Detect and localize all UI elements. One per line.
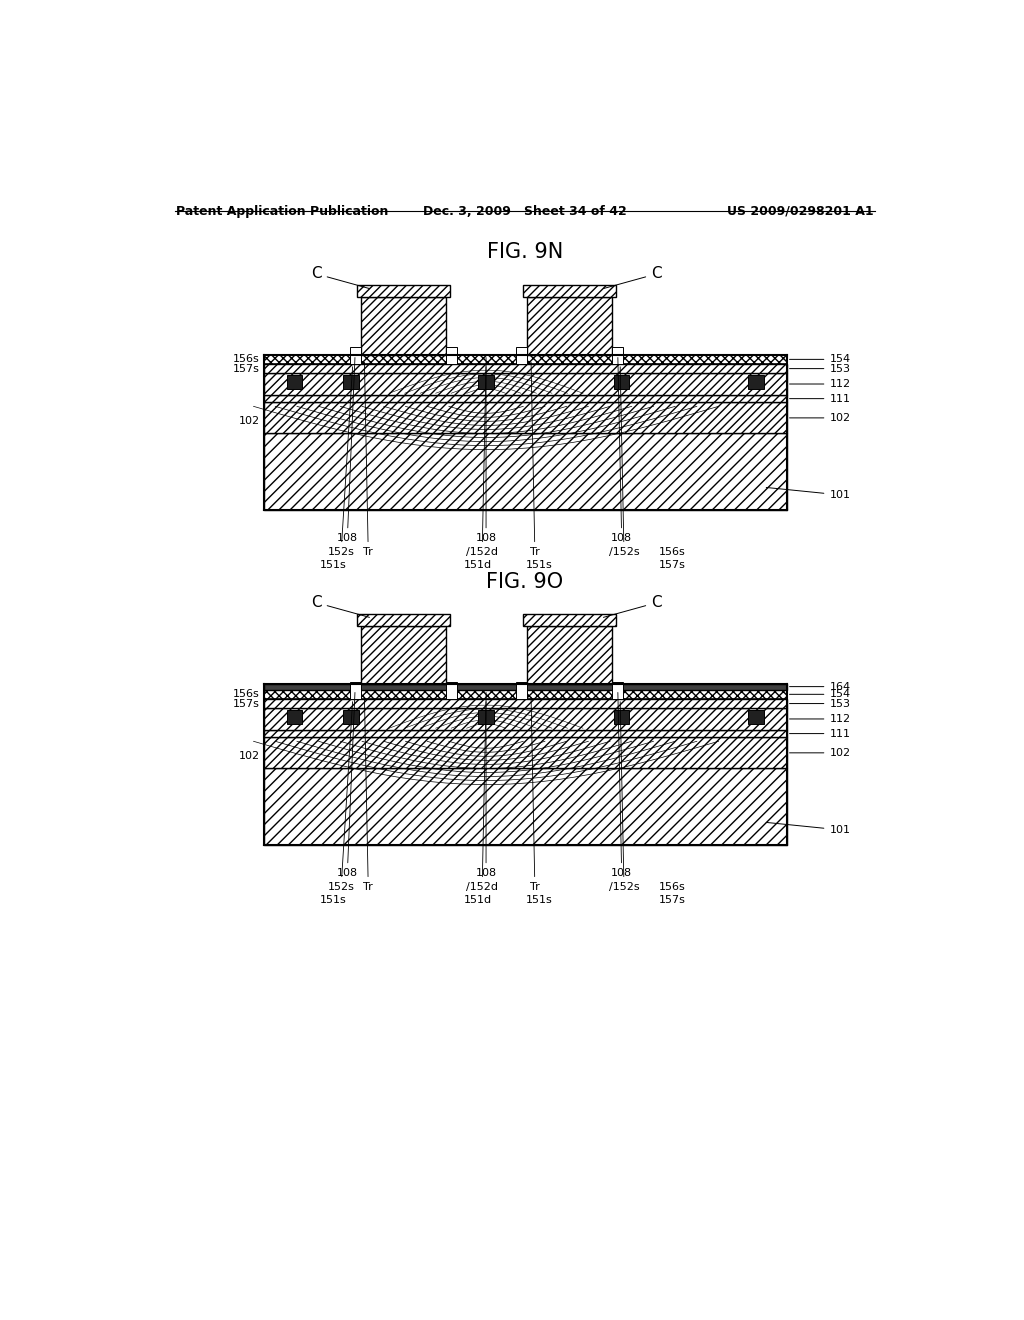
Bar <box>748 710 764 723</box>
Bar <box>263 684 786 689</box>
Bar <box>287 375 302 388</box>
Text: /152d: /152d <box>466 702 498 892</box>
Text: 156s: 156s <box>233 689 260 700</box>
Text: Tr: Tr <box>364 362 373 557</box>
Text: 152s: 152s <box>328 702 354 892</box>
Bar <box>527 297 612 355</box>
Text: 102: 102 <box>239 416 260 426</box>
Text: 153: 153 <box>790 363 850 374</box>
Bar <box>612 682 624 700</box>
Bar <box>516 682 527 700</box>
Bar <box>263 700 786 708</box>
Text: 108: 108 <box>611 693 632 878</box>
Text: 151s: 151s <box>525 560 552 569</box>
Text: 108: 108 <box>337 358 357 544</box>
Text: Dec. 3, 2009   Sheet 34 of 42: Dec. 3, 2009 Sheet 34 of 42 <box>423 205 627 218</box>
Bar <box>263 395 786 403</box>
Text: FIG. 9N: FIG. 9N <box>486 242 563 261</box>
Bar <box>360 297 445 355</box>
Text: Tr: Tr <box>364 697 373 892</box>
Bar <box>478 375 494 388</box>
Text: 102: 102 <box>239 751 260 760</box>
Text: 153: 153 <box>790 698 850 709</box>
Bar <box>343 710 359 723</box>
Text: 157s: 157s <box>232 363 260 374</box>
Text: US 2009/0298201 A1: US 2009/0298201 A1 <box>727 205 873 218</box>
Text: Patent Application Publication: Patent Application Publication <box>176 205 388 218</box>
Text: /152s: /152s <box>608 702 639 892</box>
Bar <box>614 710 630 723</box>
Bar <box>349 347 360 364</box>
Bar <box>614 375 630 388</box>
Text: 164: 164 <box>790 681 851 692</box>
Text: 108: 108 <box>611 358 632 544</box>
Text: 112: 112 <box>790 379 851 389</box>
Text: 151d: 151d <box>464 560 493 569</box>
Bar <box>516 347 527 364</box>
Bar <box>445 682 457 700</box>
Text: 151d: 151d <box>464 895 493 904</box>
Text: Tr: Tr <box>530 362 540 557</box>
Bar <box>523 614 616 626</box>
Bar <box>263 768 786 845</box>
Text: 157s: 157s <box>658 895 686 904</box>
Text: FIG. 9O: FIG. 9O <box>486 572 563 591</box>
Text: 108: 108 <box>337 693 357 878</box>
Text: Tr: Tr <box>530 697 540 892</box>
Text: 156s: 156s <box>658 548 686 557</box>
Text: 111: 111 <box>790 729 850 739</box>
Bar <box>263 689 786 700</box>
Bar <box>263 403 786 433</box>
Bar <box>523 285 616 297</box>
Bar <box>263 708 786 730</box>
Text: 101: 101 <box>766 487 850 500</box>
Bar <box>263 364 786 374</box>
Bar <box>343 375 359 388</box>
Bar <box>263 738 786 768</box>
Text: 154: 154 <box>790 689 851 700</box>
Bar <box>287 710 302 723</box>
Text: C: C <box>311 595 370 618</box>
Bar <box>478 710 494 723</box>
Bar <box>748 375 764 388</box>
Bar <box>356 285 450 297</box>
Text: 157s: 157s <box>658 560 686 569</box>
Bar <box>349 682 360 700</box>
Text: 152s: 152s <box>328 367 354 557</box>
Text: 156s: 156s <box>658 882 686 892</box>
Bar <box>360 626 445 684</box>
Text: 108: 108 <box>475 358 497 544</box>
Text: /152s: /152s <box>608 367 639 557</box>
Text: 108: 108 <box>475 693 497 878</box>
Bar <box>445 347 457 364</box>
Bar <box>356 614 450 626</box>
Bar <box>612 347 624 364</box>
Text: 101: 101 <box>766 822 850 834</box>
Bar <box>527 626 612 684</box>
Text: 102: 102 <box>790 413 851 422</box>
Text: 102: 102 <box>790 748 851 758</box>
Text: 157s: 157s <box>232 698 260 709</box>
Bar <box>263 355 786 364</box>
Bar <box>263 433 786 511</box>
Text: C: C <box>603 267 662 289</box>
Text: 154: 154 <box>790 354 851 364</box>
Text: /152d: /152d <box>466 367 498 557</box>
Text: 151s: 151s <box>319 560 347 569</box>
Text: 151s: 151s <box>319 895 347 904</box>
Text: 151s: 151s <box>525 895 552 904</box>
Text: 112: 112 <box>790 714 851 723</box>
Text: C: C <box>603 595 662 618</box>
Text: 111: 111 <box>790 393 850 404</box>
Text: C: C <box>311 267 370 289</box>
Text: 156s: 156s <box>233 354 260 364</box>
Bar <box>263 730 786 738</box>
Bar <box>263 374 786 395</box>
